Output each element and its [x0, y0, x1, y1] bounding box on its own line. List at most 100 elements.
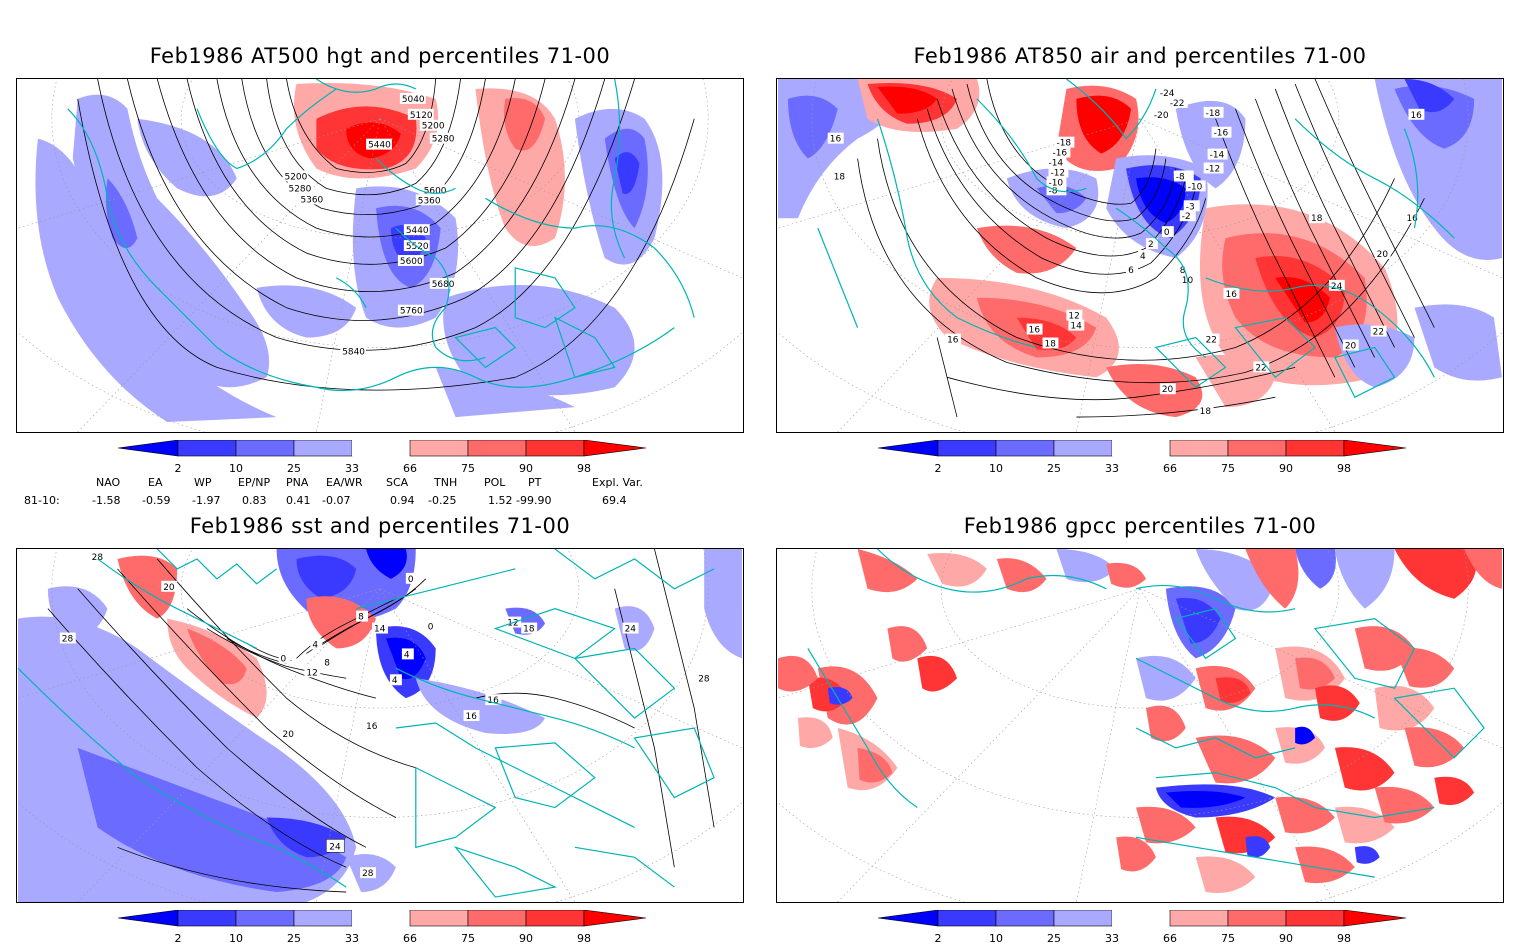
- colorbar-labels: 2 10 25 33 66 75 90 98: [878, 462, 1406, 476]
- colorbar-label: 66: [1163, 932, 1177, 945]
- colorbar-label: 98: [577, 932, 591, 945]
- contour-label: -12: [1206, 164, 1221, 174]
- map-hgt-canvas: 5040 5120 5200 5280 5440 5200 5280 5360 …: [17, 79, 743, 432]
- contour-label: 16: [466, 712, 478, 722]
- index-header: PT: [528, 476, 542, 489]
- contour-label: 24: [329, 842, 341, 852]
- contour-label: 5200: [285, 172, 308, 182]
- contour-label: 0: [428, 623, 434, 633]
- map-hgt: 5040 5120 5200 5280 5440 5200 5280 5360 …: [16, 78, 744, 433]
- contour-label: 4: [312, 640, 318, 650]
- index-value: 0.94: [390, 494, 415, 507]
- colorbar-swatches: [878, 910, 1406, 927]
- colorbar-label: 25: [1047, 462, 1061, 475]
- index-value: -1.58: [92, 494, 121, 507]
- contour-label: 0: [1164, 228, 1170, 238]
- panel-title-gpcc: Feb1986 gpcc percentiles 71-00: [963, 514, 1317, 538]
- index-header: NAO: [96, 476, 121, 489]
- contour-label: 28: [92, 553, 104, 563]
- contour-label: 24: [1331, 282, 1343, 292]
- teleconnection-table: NAO EA WP EP/NP PNA EA/WR SCA TNH POL PT…: [16, 476, 744, 514]
- contour-label: 14: [1070, 322, 1082, 332]
- contour-label: -22: [1170, 99, 1185, 109]
- colorbar-air: 2 10 25 33 66 75 90 98: [878, 440, 1406, 476]
- contour-label: 0: [281, 654, 287, 664]
- index-header: PNA: [286, 476, 309, 489]
- panel-title-hgt: Feb1986 AT500 hgt and percentiles 71-00: [149, 44, 611, 68]
- colorbar-label: 90: [1279, 932, 1293, 945]
- contour-label: 4: [1140, 252, 1146, 262]
- colorbar-label: 98: [1337, 932, 1351, 945]
- index-value: 0.41: [286, 494, 311, 507]
- index-value: -0.25: [428, 494, 457, 507]
- contour-label: 20: [1377, 250, 1389, 260]
- contour-label: 5120: [410, 111, 433, 121]
- contour-label: 5600: [400, 257, 423, 267]
- contour-label: -14: [1049, 159, 1064, 169]
- colorbar-swatches: [878, 440, 1406, 457]
- contour-label: 20: [163, 583, 175, 593]
- colorbar-label: 10: [989, 932, 1003, 945]
- contour-label: -8: [1049, 186, 1058, 196]
- contour-label: -18: [1056, 139, 1071, 149]
- colorbar-label: 33: [345, 932, 359, 945]
- map-air-canvas: -24 -22 -20 -18 -16 -14 -12 -10 -8 -18 -…: [777, 79, 1503, 432]
- colorbar-label: 2: [174, 462, 182, 475]
- colorbar-label: 2: [174, 932, 182, 945]
- contour-label: 18: [1045, 339, 1057, 349]
- colorbar-label: 90: [519, 462, 533, 475]
- map-gpcc-canvas: [777, 549, 1503, 902]
- colorbar-gpcc: 2 10 25 33 66 75 90 98: [878, 910, 1406, 946]
- gpcc-patches: [778, 549, 1502, 894]
- contour-label: 20: [1345, 341, 1357, 351]
- index-value: -1.97: [192, 494, 221, 507]
- colorbar-sst: 2 10 25 33 66 75 90 98: [118, 910, 646, 946]
- colorbar-label: 10: [989, 462, 1003, 475]
- contour-label: 16: [1029, 326, 1041, 336]
- colorbar-label: 25: [1047, 932, 1061, 945]
- contour-label: -18: [1206, 109, 1221, 119]
- colorbar-labels: 2 10 25 33 66 75 90 98: [118, 932, 646, 946]
- colorbar-label: 90: [519, 932, 533, 945]
- colorbar-label: 66: [403, 932, 417, 945]
- contour-label: 28: [362, 869, 374, 879]
- colorbar-label: 2: [934, 462, 942, 475]
- contour-label: 8: [1180, 266, 1186, 276]
- contour-label: 4: [392, 676, 398, 686]
- map-sst: 28 28 20 0 4 8 12 16 16 16 20 24 24 28 2…: [16, 548, 744, 903]
- colorbar-label: 25: [287, 462, 301, 475]
- contour-label: 5360: [418, 196, 441, 206]
- contour-label: -10: [1049, 178, 1064, 188]
- contour-label: 18: [1311, 214, 1323, 224]
- colorbar-labels: 2 10 25 33 66 75 90 98: [878, 932, 1406, 946]
- contour-label: -10: [1188, 182, 1203, 192]
- index-header: SCA: [386, 476, 409, 489]
- colorbar-label: 10: [229, 462, 243, 475]
- contour-label: -12: [1051, 168, 1066, 178]
- map-sst-canvas: 28 28 20 0 4 8 12 16 16 16 20 24 24 28 2…: [17, 549, 743, 902]
- contour-label: 16: [830, 135, 842, 145]
- index-header: EA: [148, 476, 163, 489]
- colorbar-label: 10: [229, 932, 243, 945]
- contour-label: 5280: [289, 184, 312, 194]
- contour-label: 12: [306, 668, 317, 678]
- contour-label: 5200: [422, 122, 445, 132]
- contour-label: 22: [1255, 363, 1266, 373]
- colorbar-label: 98: [577, 462, 591, 475]
- contour-label: 5600: [424, 186, 447, 196]
- index-header: Expl. Var.: [592, 476, 643, 489]
- colorbar-label: 66: [1163, 462, 1177, 475]
- index-header: WP: [194, 476, 212, 489]
- contour-label: 14: [374, 625, 386, 635]
- contour-label: 16: [1410, 111, 1422, 121]
- teleconnection-headers: NAO EA WP EP/NP PNA EA/WR SCA TNH POL PT…: [16, 476, 744, 494]
- contour-label: -14: [1210, 151, 1225, 161]
- contour-label: 5680: [432, 280, 455, 290]
- panel-title-air: Feb1986 AT850 air and percentiles 71-00: [913, 44, 1367, 68]
- contour-label: 18: [1200, 407, 1212, 417]
- contour-label: 5440: [406, 226, 429, 236]
- sst-contour-labels: 28 28 20 0 4 8 12 16 16 16 20 24 24 28 2…: [59, 550, 713, 879]
- contour-label: 12: [1068, 312, 1079, 322]
- teleconnection-values: 81-10: -1.58 -0.59 -1.97 0.83 0.41 -0.07…: [16, 494, 744, 512]
- contour-label: 18: [523, 625, 535, 635]
